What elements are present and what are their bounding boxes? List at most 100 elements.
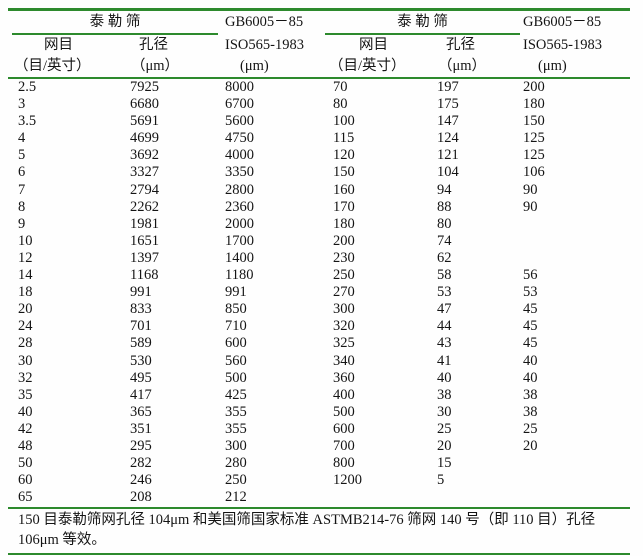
cell-standard-right: 20 <box>523 437 538 454</box>
table-row: 3 6680 6700 80 175 180 <box>18 96 630 113</box>
column-unit-mesh-left: （目/英寸） <box>14 58 91 74</box>
cell-standard-left: 250 <box>225 472 247 489</box>
cell-standard-right: 125 <box>523 130 545 147</box>
table-header: 泰 勒 筛 GB6005－85 泰 勒 筛 GB6005－85 网目 孔径 IS… <box>8 11 630 79</box>
sieve-conversion-table: 泰 勒 筛 GB6005－85 泰 勒 筛 GB6005－85 网目 孔径 IS… <box>8 8 630 556</box>
table-row: 5 3692 4000 120 121 125 <box>18 147 630 164</box>
cell-standard-right: 90 <box>523 198 538 215</box>
cell-aperture-right: 40 <box>437 369 452 386</box>
cell-standard-right: 38 <box>523 403 538 420</box>
cell-standard-left: 4000 <box>225 147 254 164</box>
cell-aperture-right: 88 <box>437 198 452 215</box>
cell-aperture-left: 7925 <box>130 79 159 95</box>
cell-aperture-right: 53 <box>437 284 452 301</box>
cell-standard-left: 355 <box>225 403 247 420</box>
cell-standard-left: 280 <box>225 455 247 472</box>
cell-aperture-left: 3327 <box>130 164 159 181</box>
column-unit-standard-left: (μm) <box>240 58 269 74</box>
column-header-aperture-left: 孔径 <box>139 37 168 53</box>
cell-aperture-right: 5 <box>437 472 445 489</box>
cell-aperture-right: 44 <box>437 318 452 335</box>
cell-aperture-left: 495 <box>130 369 152 386</box>
table-row: 12 1397 1400 230 62 <box>18 250 630 267</box>
cell-standard-left: 1700 <box>225 232 254 249</box>
cell-mesh-left: 12 <box>18 249 33 266</box>
cell-aperture-right: 62 <box>437 249 452 266</box>
cell-aperture-right: 80 <box>437 215 452 232</box>
cell-aperture-right: 94 <box>437 181 452 198</box>
cell-standard-left: 4750 <box>225 130 254 147</box>
cell-standard-right <box>523 455 640 472</box>
cell-aperture-right: 147 <box>437 113 459 130</box>
cell-standard-right: 90 <box>523 181 538 198</box>
cell-aperture-right: 124 <box>437 130 459 147</box>
table-row: 30 530 560 340 41 40 <box>18 353 630 370</box>
cell-aperture-left: 417 <box>130 386 152 403</box>
cell-standard-right: 200 <box>523 79 545 95</box>
cell-aperture-right: 38 <box>437 386 452 403</box>
cell-aperture-left: 6680 <box>130 96 159 113</box>
cell-standard-right: 40 <box>523 369 538 386</box>
cell-standard-left: 710 <box>225 318 247 335</box>
table-row: 3.5 5691 5600 100 147 150 <box>18 113 630 130</box>
table-row: 4 4699 4750 115 124 125 <box>18 130 630 147</box>
cell-aperture-left: 1981 <box>130 215 159 232</box>
cell-aperture-left: 833 <box>130 301 152 318</box>
cell-standard-left: 5600 <box>225 113 254 130</box>
cell-standard-right <box>523 216 640 233</box>
table-row: 20 833 850 300 47 45 <box>18 301 630 318</box>
cell-standard-right: 180 <box>523 96 545 113</box>
cell-standard-left: 8000 <box>225 79 254 95</box>
cell-mesh-right: 700 <box>333 437 355 454</box>
cell-mesh-right: 1200 <box>333 472 362 489</box>
cell-standard-left: 3350 <box>225 164 254 181</box>
cell-aperture-left: 589 <box>130 335 152 352</box>
cell-mesh-right: 340 <box>333 352 355 369</box>
cell-mesh-left: 42 <box>18 420 33 437</box>
column-group-tyler-left: 泰 勒 筛 <box>12 11 218 35</box>
cell-aperture-right: 30 <box>437 403 452 420</box>
cell-mesh-right <box>333 489 437 506</box>
cell-aperture-left: 208 <box>130 489 152 506</box>
cell-mesh-right: 270 <box>333 284 355 301</box>
cell-mesh-right: 100 <box>333 113 355 130</box>
cell-aperture-left: 365 <box>130 403 152 420</box>
cell-mesh-right: 70 <box>333 79 348 95</box>
cell-mesh-left: 4 <box>18 130 26 147</box>
column-unit-standard-right: (μm) <box>538 58 567 74</box>
cell-standard-left: 300 <box>225 437 247 454</box>
cell-aperture-right: 175 <box>437 96 459 113</box>
table-top-rule <box>8 8 630 11</box>
cell-standard-right: 106 <box>523 164 545 181</box>
cell-mesh-right: 250 <box>333 267 355 284</box>
cell-mesh-right: 170 <box>333 198 355 215</box>
table-row: 40 365 355 500 30 38 <box>18 404 630 421</box>
cell-mesh-left: 20 <box>18 301 33 318</box>
cell-aperture-left: 530 <box>130 352 152 369</box>
cell-aperture-right: 41 <box>437 352 452 369</box>
cell-standard-left: 850 <box>225 301 247 318</box>
cell-aperture-left: 2262 <box>130 198 159 215</box>
column-unit-mesh-right: （目/英寸） <box>329 58 406 74</box>
table-row: 6 3327 3350 150 104 106 <box>18 164 630 181</box>
cell-mesh-left: 48 <box>18 437 33 454</box>
cell-standard-right: 45 <box>523 318 538 335</box>
cell-mesh-left: 60 <box>18 472 33 489</box>
cell-standard-right: 45 <box>523 335 538 352</box>
cell-aperture-left: 5691 <box>130 113 159 130</box>
column-header-standard-left-line1: GB6005－85 <box>225 14 304 30</box>
table-row: 50 282 280 800 15 <box>18 455 630 472</box>
cell-mesh-left: 5 <box>18 147 26 164</box>
cell-standard-left: 500 <box>225 369 247 386</box>
cell-standard-right: 53 <box>523 284 538 301</box>
cell-aperture-right: 58 <box>437 267 452 284</box>
cell-aperture-right: 25 <box>437 420 452 437</box>
cell-standard-left: 1180 <box>225 267 254 284</box>
cell-mesh-right: 500 <box>333 403 355 420</box>
table-row: 28 589 600 325 43 45 <box>18 335 630 352</box>
cell-aperture-right: 15 <box>437 455 452 472</box>
footnote-line: 150 目泰勒筛网孔径 104μm 和美国筛国家标准 ASTMB214-76 筛… <box>18 512 596 529</box>
table-row: 60 246 250 1200 5 <box>18 472 630 489</box>
cell-mesh-left: 65 <box>18 489 33 506</box>
